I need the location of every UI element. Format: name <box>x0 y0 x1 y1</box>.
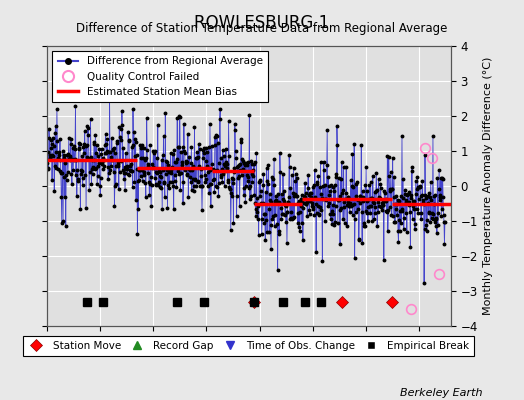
Legend: Difference from Regional Average, Quality Control Failed, Estimated Station Mean: Difference from Regional Average, Qualit… <box>52 51 268 102</box>
Legend: Station Move, Record Gap, Time of Obs. Change, Empirical Break: Station Move, Record Gap, Time of Obs. C… <box>24 336 474 356</box>
Y-axis label: Monthly Temperature Anomaly Difference (°C): Monthly Temperature Anomaly Difference (… <box>483 57 493 315</box>
Text: Difference of Station Temperature Data from Regional Average: Difference of Station Temperature Data f… <box>77 22 447 35</box>
Text: ROWLESBURG 1: ROWLESBURG 1 <box>194 14 330 32</box>
Text: Berkeley Earth: Berkeley Earth <box>400 388 482 398</box>
